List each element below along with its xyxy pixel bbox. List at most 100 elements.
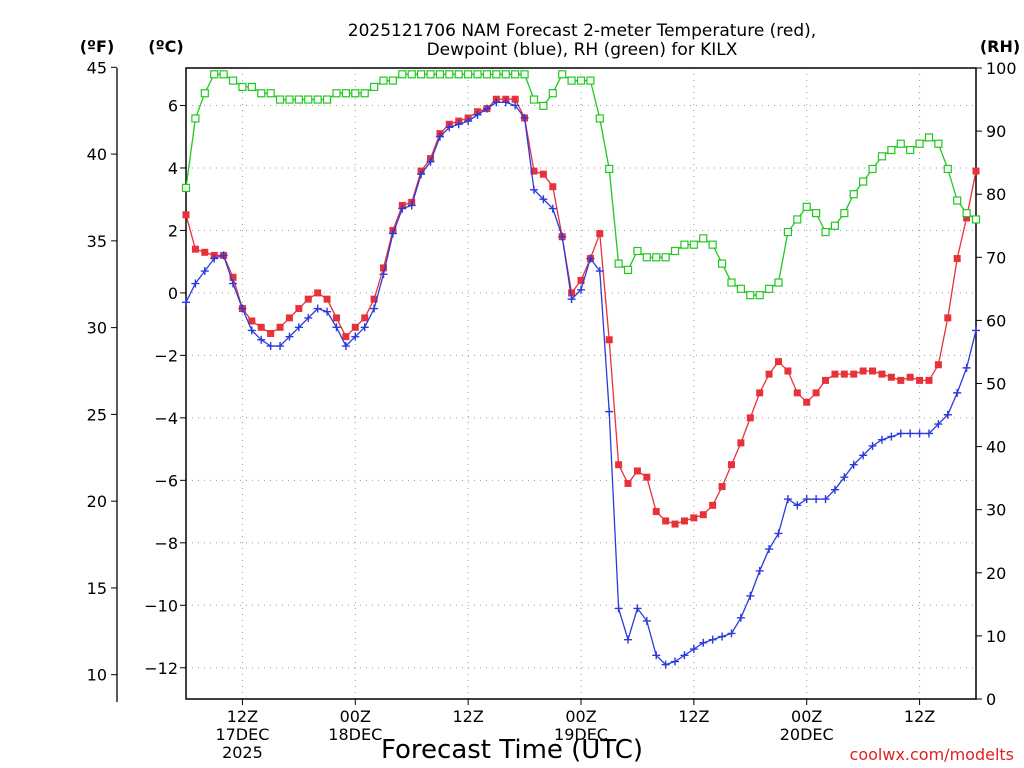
plot-frame	[185, 67, 977, 700]
temperature-point	[314, 289, 322, 297]
rh-point	[567, 76, 576, 85]
rh-point	[821, 227, 830, 237]
rh-point	[529, 95, 539, 104]
dewpoint-point	[765, 545, 774, 554]
rh-point	[191, 114, 200, 123]
fahrenheit-tick-label: 10	[87, 666, 107, 685]
celsius-tick-label: −6	[154, 471, 178, 490]
rh-point	[181, 183, 191, 192]
fahrenheit-tick-label: 15	[87, 579, 107, 598]
temperature-point	[276, 323, 284, 331]
dewpoint-point	[323, 307, 332, 316]
temperature-point	[831, 370, 839, 378]
temperature-point	[671, 520, 679, 528]
rh-point	[689, 240, 698, 249]
rh-point	[783, 227, 793, 237]
dewpoint-point	[783, 495, 792, 504]
temperature-point	[643, 473, 651, 481]
celsius-tick-label: 6	[168, 96, 178, 115]
temperature-point	[652, 508, 660, 516]
rh-point	[680, 240, 689, 249]
dewpoint-point	[191, 279, 200, 288]
dewpoint-point	[304, 313, 313, 322]
temperature-point	[793, 389, 801, 397]
dewpoint-point	[492, 98, 501, 107]
temperature-point	[662, 517, 670, 525]
rh-line	[185, 73, 977, 296]
dewpoint-point	[736, 613, 745, 622]
rh-tick-label: 90	[986, 122, 1006, 141]
rh-point	[849, 190, 858, 199]
rh-point	[962, 209, 971, 218]
dewpoint-point	[868, 441, 877, 450]
temperature-point	[539, 170, 547, 178]
fahrenheit-unit-label: (ºF)	[80, 37, 115, 56]
rh-tick-label: 60	[986, 311, 1006, 330]
rh-point	[746, 291, 755, 300]
dewpoint-point	[972, 326, 980, 335]
dewpoint-point	[351, 332, 360, 341]
dewpoint-point	[830, 485, 839, 494]
rh-point	[275, 95, 285, 104]
celsius-tick-label: 2	[168, 221, 178, 240]
rh-point	[332, 89, 341, 98]
rh-point	[539, 101, 548, 110]
temperature-point	[944, 314, 952, 322]
rh-point	[341, 89, 350, 98]
temperature-point	[615, 461, 623, 469]
rh-point	[294, 95, 303, 104]
rh-point	[605, 164, 614, 174]
celsius-tick-label: −10	[144, 596, 178, 615]
temperature-point	[511, 95, 519, 103]
dewpoint-point	[755, 566, 764, 575]
dewpoint-point	[182, 298, 190, 307]
rh-point	[247, 82, 256, 92]
time-tick-label: 12Z	[904, 707, 935, 726]
temperature-point	[370, 295, 378, 303]
rh-point	[708, 240, 717, 249]
rh-point	[388, 76, 398, 85]
time-tick-label: 00Z	[340, 707, 371, 726]
temperature-point	[803, 398, 811, 406]
rh-tick-label: 0	[986, 690, 996, 709]
celsius-tick-label: 0	[168, 284, 178, 303]
dewpoint-point	[238, 304, 247, 313]
dewpoint-point	[360, 323, 369, 332]
rh-point	[661, 253, 670, 262]
time-tick-label: 17DEC	[215, 725, 269, 744]
rh-point	[915, 139, 924, 148]
dewpoint-point	[859, 451, 868, 460]
temperature-point	[775, 358, 782, 366]
rh-point	[360, 89, 369, 98]
rh-point	[934, 139, 943, 148]
rh-point	[548, 89, 557, 98]
dewpoint-point	[877, 435, 886, 444]
dewpoint-point	[821, 495, 830, 504]
time-tick-label: 12Z	[678, 707, 709, 726]
temperature-point	[577, 276, 585, 284]
rh-point	[868, 164, 877, 174]
dewpoint-point	[229, 279, 238, 288]
dewpoint-point	[210, 254, 219, 263]
temperature-point	[963, 214, 971, 222]
rh-point	[859, 177, 868, 186]
rh-point	[953, 196, 962, 205]
rh-axis: 0 10 20 30 40 50 60 70 80 90 100	[976, 59, 1017, 709]
temperature-point	[756, 389, 764, 397]
temperature-point	[380, 264, 387, 272]
rh-series	[181, 70, 981, 300]
temperature-point	[624, 479, 632, 487]
temperature-point	[727, 461, 735, 469]
rh-point	[511, 70, 520, 79]
time-tick-label: 18DEC	[328, 725, 382, 744]
rh-tick-label: 50	[986, 375, 1006, 394]
fahrenheit-tick-label: 25	[87, 405, 107, 424]
dewpoint-point	[426, 157, 435, 166]
dewpoint-point	[661, 660, 670, 669]
dewpoint-point	[746, 591, 755, 600]
temperature-point	[201, 248, 209, 256]
rh-point	[943, 164, 952, 174]
temperature-point	[285, 314, 293, 322]
temperature-point	[304, 295, 312, 303]
dewpoint-point	[802, 495, 811, 504]
